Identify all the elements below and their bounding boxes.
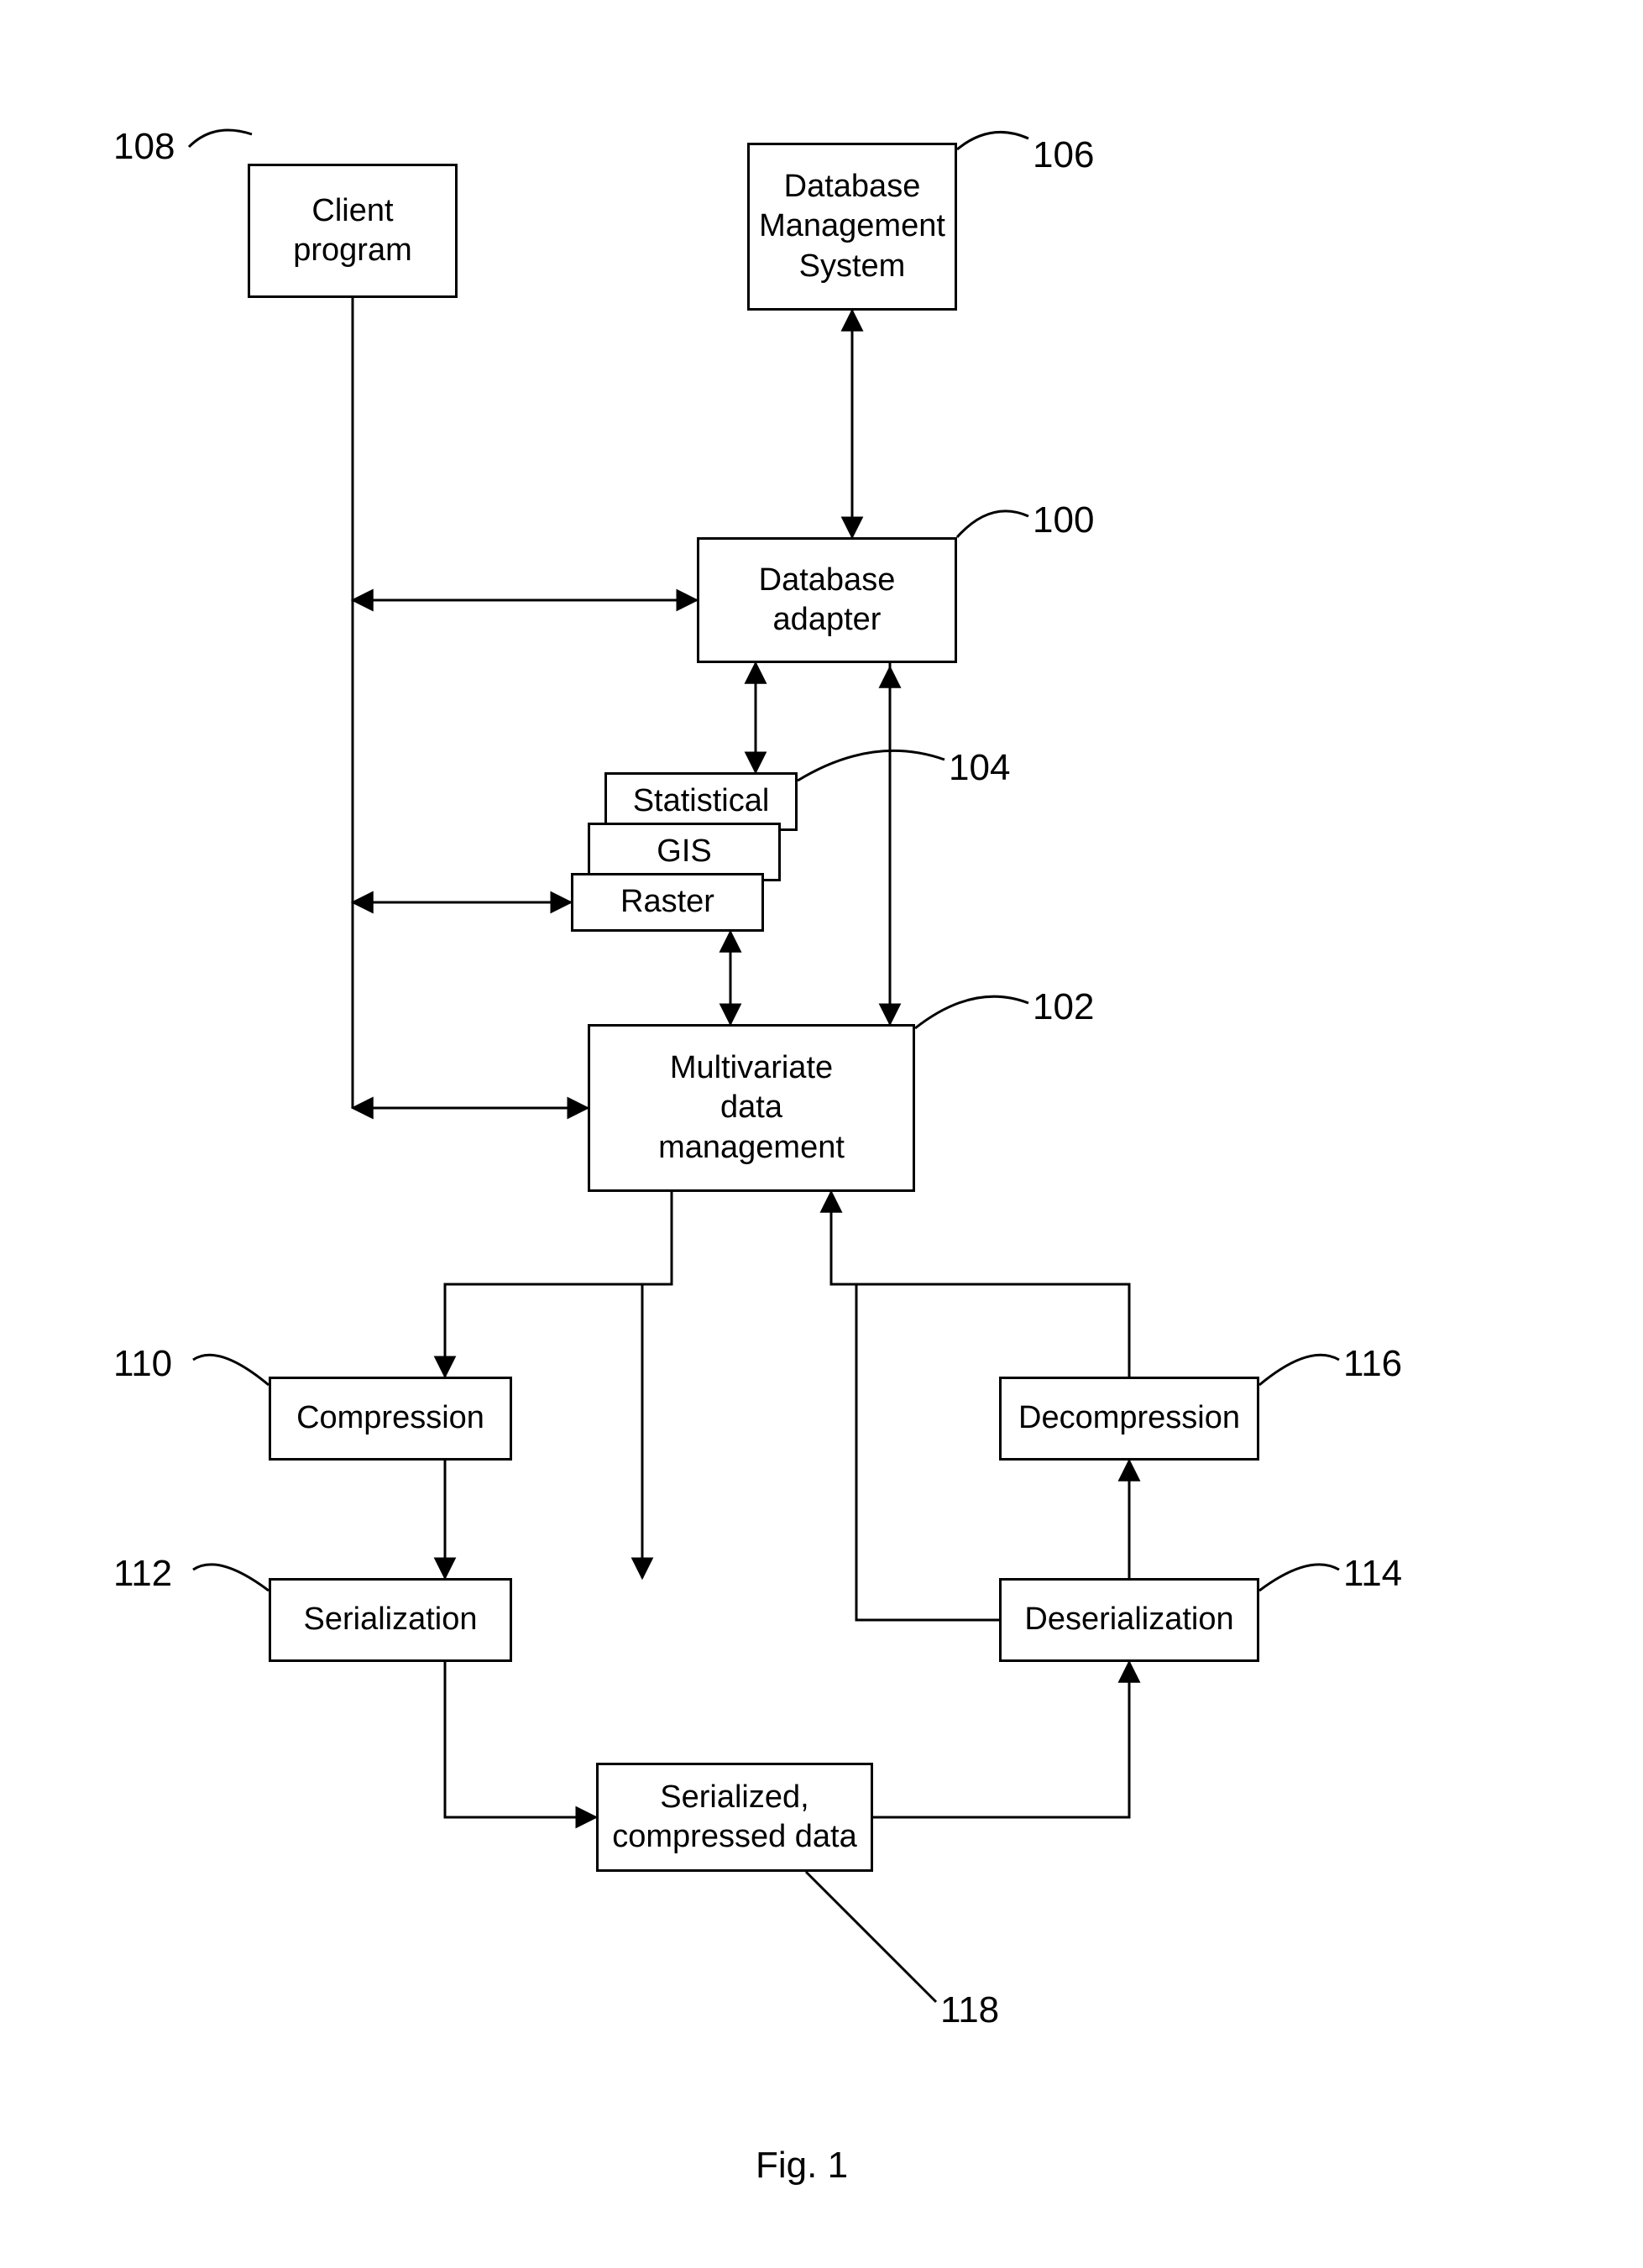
leader-client_program [189, 130, 252, 147]
node-mdm: Multivariatedatamanagement [588, 1024, 915, 1192]
node-dbms: DatabaseManagementSystem [747, 143, 957, 311]
ref-deserialization: 114 [1343, 1553, 1402, 1595]
connector-data-deserial [873, 1662, 1129, 1817]
label: Databaseadapter [759, 561, 896, 640]
ref-dbms: 106 [1033, 134, 1094, 176]
label: DatabaseManagementSystem [759, 167, 945, 287]
connector-mdm-right-down [831, 1192, 999, 1620]
leader-compression [193, 1355, 269, 1385]
figure-stage: Clientprogram DatabaseManagementSystem D… [0, 0, 1643, 2268]
label: Decompression [1018, 1398, 1240, 1439]
node-client-program: Clientprogram [248, 164, 458, 298]
figure-caption: Fig. 1 [756, 2145, 848, 2187]
connector-mdm-left-down [445, 1192, 672, 1377]
node-raster: Raster [571, 873, 764, 932]
leader-serialized_data [806, 1872, 936, 2002]
ref-compression: 110 [113, 1343, 172, 1385]
ref-mdm: 102 [1033, 986, 1094, 1028]
label: Raster [620, 882, 714, 922]
connector-serial-data [445, 1662, 596, 1817]
label: Statistical [633, 781, 770, 822]
leader-deserialization [1259, 1565, 1339, 1591]
label: GIS [657, 832, 711, 872]
leader-dbms [957, 132, 1028, 149]
node-compression: Compression [269, 1377, 512, 1461]
node-db-adapter: Databaseadapter [697, 537, 957, 663]
label: Multivariatedatamanagement [658, 1048, 845, 1168]
ref-stack: 104 [949, 747, 1010, 789]
leader-db_adapter [957, 511, 1028, 537]
leader-mdm [915, 996, 1028, 1028]
node-deserialization: Deserialization [999, 1578, 1259, 1662]
ref-serialization: 112 [113, 1553, 172, 1595]
leader-serialization [193, 1565, 269, 1591]
connector-decomp-up [831, 1284, 1129, 1377]
node-serialized-data: Serialized,compressed data [596, 1763, 873, 1872]
ref-db-adapter: 100 [1033, 499, 1094, 541]
label: Serialization [304, 1600, 478, 1640]
node-decompression: Decompression [999, 1377, 1259, 1461]
leader-decompression [1259, 1355, 1339, 1385]
label: Compression [296, 1398, 484, 1439]
ref-client-program: 108 [113, 126, 175, 168]
connector-mdm-left-down2 [642, 1192, 672, 1578]
leader-stack [798, 750, 944, 781]
ref-decompression: 116 [1343, 1343, 1402, 1385]
label: Serialized,compressed data [612, 1778, 857, 1858]
label: Deserialization [1024, 1600, 1233, 1640]
label: Clientprogram [293, 191, 412, 271]
ref-serialized-data: 118 [940, 1989, 999, 2031]
node-serialization: Serialization [269, 1578, 512, 1662]
